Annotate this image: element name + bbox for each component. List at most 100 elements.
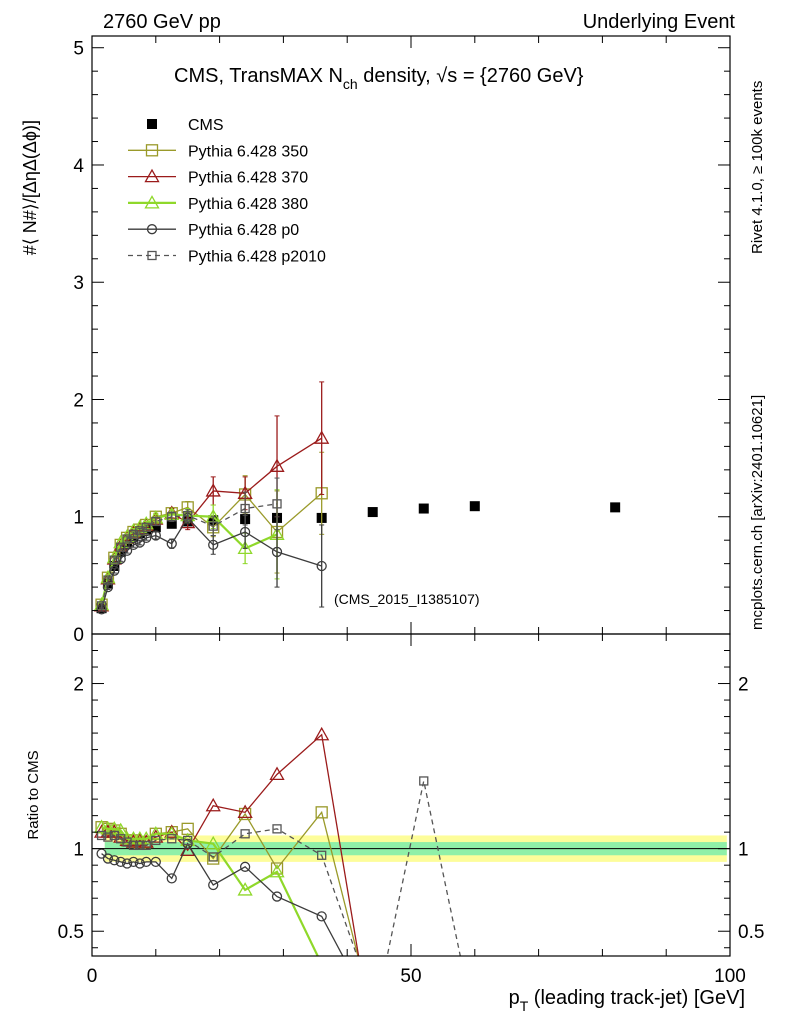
ratio-data-point bbox=[121, 858, 133, 869]
ratio-data-point bbox=[96, 830, 107, 841]
main-data-point bbox=[239, 526, 251, 538]
main-data-point bbox=[103, 575, 113, 585]
main-data-point bbox=[167, 512, 177, 522]
ratio-data-point bbox=[151, 835, 161, 846]
ratio-series-4 bbox=[96, 776, 461, 956]
main-data-point bbox=[141, 532, 152, 544]
ratio-data-point bbox=[269, 766, 285, 781]
ratio-y-tick-label-right: 1 bbox=[738, 840, 749, 861]
main-y-tick-label: 1 bbox=[73, 508, 84, 529]
ratio-data-point bbox=[113, 822, 129, 837]
header-right-label: Underlying Event bbox=[583, 11, 736, 33]
ratio-data-point bbox=[141, 840, 151, 851]
ratio-data-point bbox=[238, 807, 252, 821]
ratio-y-axis-label: Ratio to CMS bbox=[25, 750, 42, 839]
main-data-point bbox=[240, 503, 250, 514]
x-axis-label-sub: T bbox=[520, 998, 529, 1014]
main-data-point bbox=[115, 546, 126, 557]
main-series-2 bbox=[93, 381, 330, 612]
main-data-point bbox=[183, 510, 193, 521]
ratio-data-point bbox=[134, 858, 146, 869]
legend-marker bbox=[145, 144, 159, 157]
ratio-data-point bbox=[205, 835, 221, 850]
legend-label: Pythia 6.428 380 bbox=[188, 196, 308, 213]
main-data-point bbox=[115, 553, 126, 565]
main-data-point bbox=[166, 538, 177, 549]
ratio-frame bbox=[91, 633, 731, 957]
ratio-data-point bbox=[272, 824, 282, 834]
ratio-data-point bbox=[314, 726, 330, 741]
ratio-data-point bbox=[115, 856, 126, 868]
main-y-tick-label: 0 bbox=[73, 625, 84, 646]
ratio-data-point bbox=[167, 834, 177, 844]
analysis-label: (CMS_2015_I1385107) bbox=[334, 591, 480, 607]
legend-label: Pythia 6.428 370 bbox=[188, 170, 308, 187]
main-data-point bbox=[367, 507, 378, 518]
ratio-data-point bbox=[183, 835, 193, 846]
main-y-tick-label: 3 bbox=[73, 273, 84, 294]
ratio-data-point bbox=[164, 824, 180, 838]
ratio-series-3 bbox=[96, 838, 344, 956]
ratio-data-point bbox=[237, 882, 253, 896]
ratio-data-point bbox=[103, 832, 113, 842]
ratio-data-point bbox=[109, 855, 120, 866]
main-data-point bbox=[237, 540, 253, 555]
mcplots-label: mcplots.cern.ch [arXiv:2401.10621] bbox=[749, 395, 766, 630]
legend-marker bbox=[147, 119, 157, 129]
legend-label: Pythia 6.428 p0 bbox=[188, 222, 299, 239]
rivet-label: Rivet 4.1.0, ≥ 100k events bbox=[749, 81, 766, 254]
legend-label: Pythia 6.428 350 bbox=[188, 143, 308, 160]
legend-marker bbox=[146, 224, 158, 235]
x-axis-label-rest: (leading track-jet) [GeV] bbox=[528, 987, 745, 1009]
title-mid: density, bbox=[358, 65, 437, 87]
main-y-tick-label: 5 bbox=[73, 39, 84, 60]
ratio-series-0 bbox=[95, 806, 359, 956]
ratio-data-point bbox=[180, 832, 196, 847]
main-y-tick-label: 4 bbox=[73, 156, 84, 177]
main-data-point bbox=[316, 560, 327, 572]
main-data-point bbox=[205, 483, 221, 497]
main-y-tick-label: 2 bbox=[73, 390, 84, 411]
title-suffix: = {2760 GeV} bbox=[457, 65, 584, 87]
ratio-y-tick-label-right: 2 bbox=[738, 675, 749, 696]
ratio-data-point bbox=[317, 850, 327, 860]
ratio-data-point bbox=[148, 825, 164, 840]
main-data-point bbox=[208, 521, 218, 531]
main-data-point bbox=[122, 534, 132, 544]
ratio-data-point bbox=[269, 863, 285, 878]
ratio-data-point bbox=[135, 840, 145, 851]
main-plot-area bbox=[93, 381, 621, 615]
ratio-data-point bbox=[128, 856, 139, 868]
main-data-point bbox=[116, 542, 126, 552]
main-data-point bbox=[96, 601, 107, 611]
ratio-data-point bbox=[208, 852, 218, 862]
ratio-data-point bbox=[316, 911, 327, 922]
ratio-data-point bbox=[271, 891, 283, 902]
main-y-axis-label: #⟨ N#⟩/[ΔηΔ(Δϕ)] bbox=[20, 120, 40, 255]
ratio-data-point bbox=[116, 834, 126, 844]
ratio-data-point bbox=[239, 861, 251, 872]
ratio-data-point bbox=[122, 837, 132, 847]
ratio-data-point bbox=[208, 879, 219, 891]
ratio-data-point bbox=[109, 830, 119, 841]
main-data-point bbox=[314, 430, 330, 444]
ratio-data-point bbox=[237, 804, 253, 818]
title-sub: ch bbox=[343, 76, 358, 92]
x-axis-label-p: p bbox=[509, 987, 520, 1009]
main-data-point bbox=[166, 518, 177, 529]
ratio-series-line-4 bbox=[101, 780, 461, 956]
title-prefix: CMS, TransMAX N bbox=[174, 65, 343, 87]
main-data-point bbox=[141, 522, 151, 532]
ratio-data-point bbox=[205, 797, 221, 812]
ratio-plot-area bbox=[93, 726, 461, 956]
chart-title: CMS, TransMAX Nch density, √s = {2760 Ge… bbox=[174, 65, 584, 92]
main-series-5 bbox=[96, 477, 282, 611]
main-data-point bbox=[208, 539, 219, 551]
legend-label: Pythia 6.428 p2010 bbox=[188, 249, 326, 266]
ratio-y-tick-label: 2 bbox=[73, 675, 84, 696]
ratio-data-point bbox=[102, 853, 114, 864]
ratio-series-line-2 bbox=[101, 826, 319, 956]
main-data-point bbox=[271, 546, 283, 558]
x-tick-label: 0 bbox=[87, 966, 98, 987]
